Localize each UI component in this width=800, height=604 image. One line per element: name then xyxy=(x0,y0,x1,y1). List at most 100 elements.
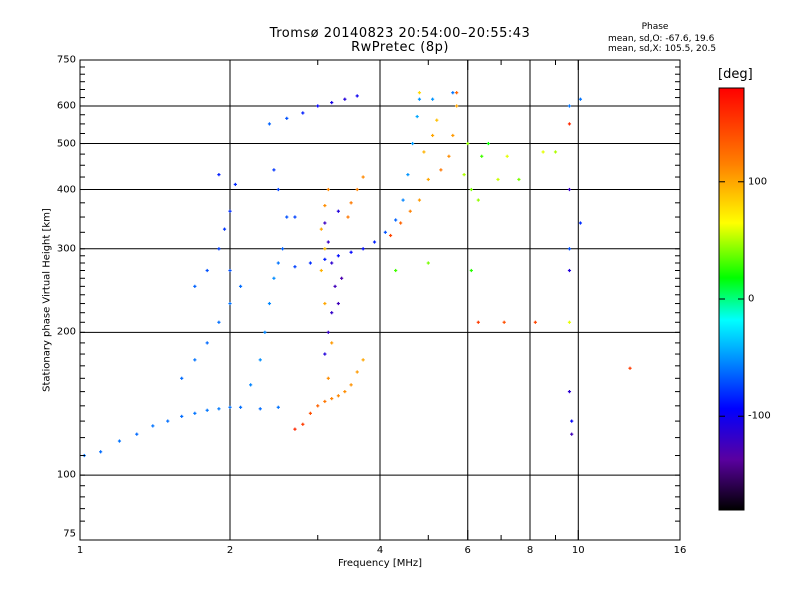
grid xyxy=(80,60,680,540)
y-tick-label: 100 xyxy=(56,469,76,481)
data-point xyxy=(316,104,320,108)
data-point xyxy=(238,405,243,409)
data-point xyxy=(135,432,139,436)
data-point xyxy=(578,221,583,225)
axes xyxy=(79,59,680,540)
data-point xyxy=(166,419,170,423)
data-point xyxy=(451,133,455,138)
data-point xyxy=(399,221,403,225)
data-point xyxy=(193,411,197,415)
data-point xyxy=(346,215,350,219)
data-point xyxy=(496,177,500,182)
data-point xyxy=(272,168,276,172)
data-point xyxy=(323,247,327,251)
chart-title: Tromsø 20140823 20:54:00–20:55:43 xyxy=(269,26,531,41)
data-point xyxy=(293,427,297,431)
data-point xyxy=(233,182,237,187)
data-point xyxy=(567,268,572,273)
data-point xyxy=(469,268,473,273)
x-tick-label: 16 xyxy=(673,545,687,556)
data-point xyxy=(466,141,470,146)
data-point xyxy=(238,284,243,288)
data-point xyxy=(408,209,412,213)
data-point xyxy=(316,404,320,408)
data-point xyxy=(406,173,410,177)
data-point xyxy=(567,187,572,192)
colorbar-tick-label: 0 xyxy=(748,293,755,305)
data-point xyxy=(323,203,327,208)
data-point xyxy=(330,396,334,401)
data-point xyxy=(276,187,280,192)
data-point xyxy=(323,399,327,404)
data-point xyxy=(217,407,221,411)
data-point xyxy=(99,450,103,454)
data-point xyxy=(205,408,209,412)
stats-x-mode: mean, sd,X: 105.5, 20.5 xyxy=(608,44,717,54)
data-point xyxy=(394,268,398,273)
data-point xyxy=(285,215,289,219)
y-tick-label: 200 xyxy=(56,326,76,338)
colorbar-label: [deg] xyxy=(718,67,753,82)
data-point xyxy=(276,261,280,265)
data-point xyxy=(553,150,558,154)
data-point xyxy=(349,383,353,387)
data-point xyxy=(628,366,632,370)
data-point xyxy=(336,394,340,398)
data-point xyxy=(340,276,344,280)
data-point xyxy=(333,284,337,288)
data-point xyxy=(301,111,305,115)
data-point xyxy=(349,250,353,254)
data-point xyxy=(228,209,232,213)
data-point xyxy=(541,150,545,154)
stats-o-mode: mean, sd,O: -67.6, 19.6 xyxy=(608,34,715,44)
data-point xyxy=(567,390,572,394)
data-point xyxy=(323,352,327,356)
data-point xyxy=(258,358,262,362)
x-axis-label: Frequency [MHz] xyxy=(337,558,423,569)
colorbar-ticks xyxy=(719,181,744,417)
data-point xyxy=(330,100,334,105)
data-point xyxy=(280,247,285,251)
y-tick-label: 75 xyxy=(63,528,76,540)
x-tick-label: 8 xyxy=(526,545,534,556)
y-tick-label: 400 xyxy=(56,184,76,196)
data-point xyxy=(293,215,297,219)
data-point xyxy=(323,301,327,306)
data-point xyxy=(258,407,262,411)
data-point xyxy=(326,330,330,334)
data-point xyxy=(422,150,426,154)
data-point xyxy=(343,390,347,394)
data-point xyxy=(361,247,365,251)
data-point xyxy=(343,97,347,101)
data-point xyxy=(486,141,490,146)
data-point xyxy=(267,301,272,306)
data-point xyxy=(361,358,365,362)
data-point xyxy=(394,218,398,222)
y-tick-label: 600 xyxy=(56,100,76,112)
data-point xyxy=(228,405,232,409)
data-point xyxy=(388,233,393,238)
data-point xyxy=(567,247,572,251)
data-point xyxy=(426,261,430,265)
data-point xyxy=(228,301,232,306)
data-point xyxy=(263,330,267,334)
data-point xyxy=(330,341,334,345)
colorbar-tick-label: 100 xyxy=(748,176,768,188)
chart-subtitle: RwPretec (8p) xyxy=(351,40,449,55)
data-point xyxy=(476,320,480,324)
data-point xyxy=(361,175,365,179)
data-point xyxy=(502,320,506,324)
x-tick-label: 1 xyxy=(76,545,84,556)
data-point xyxy=(301,422,305,426)
data-point xyxy=(417,91,422,95)
data-points xyxy=(82,91,632,458)
data-point xyxy=(217,320,221,324)
data-point xyxy=(469,187,473,192)
x-tick-label: 2 xyxy=(226,545,234,556)
data-point xyxy=(326,187,330,192)
data-point xyxy=(117,439,122,443)
data-point xyxy=(193,358,197,362)
data-point xyxy=(578,97,583,101)
